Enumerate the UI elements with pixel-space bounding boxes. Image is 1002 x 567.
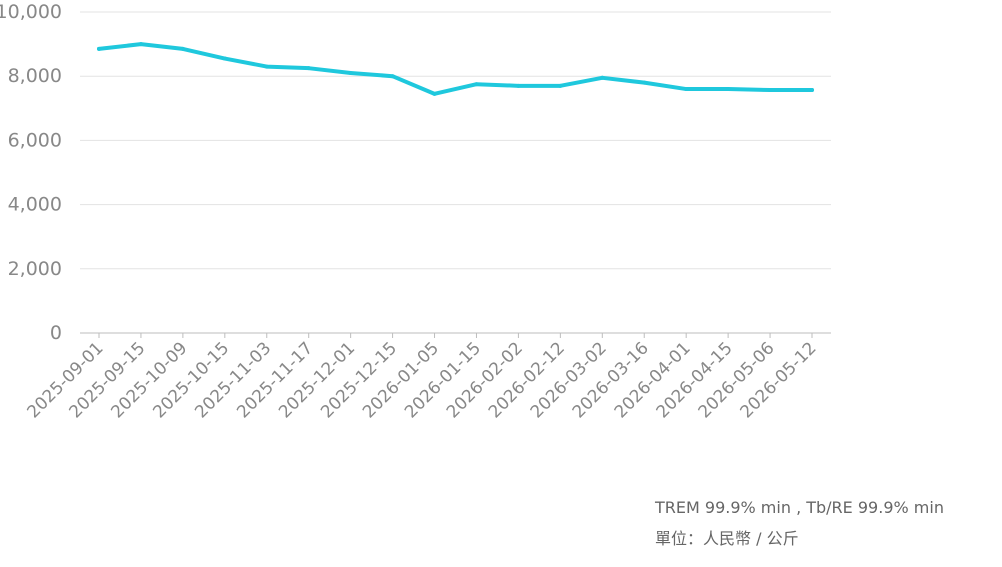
series-line [97, 42, 814, 96]
y-axis-ticks: 0 2,000 4,000 6,000 8,000 10,000 [0, 1, 62, 344]
data-point [264, 64, 269, 69]
data-point [768, 88, 773, 93]
data-point [432, 91, 437, 96]
data-point [684, 87, 689, 92]
data-point [180, 46, 185, 51]
data-point [138, 42, 143, 47]
data-point [642, 80, 647, 85]
data-point [726, 87, 731, 92]
data-point [97, 46, 101, 51]
data-point [474, 82, 479, 87]
x-axis-ticks: 2025-09-012025-09-152025-10-092025-10-15… [24, 333, 821, 422]
data-point [348, 70, 353, 75]
y-tick-label: 0 [50, 322, 62, 344]
data-point [390, 74, 395, 79]
data-point [222, 56, 227, 61]
data-point [810, 88, 814, 93]
series-group [97, 42, 814, 96]
data-point [600, 75, 605, 80]
y-tick-label: 2,000 [8, 258, 62, 280]
y-tick-label: 10,000 [0, 1, 62, 23]
gridlines [80, 11, 831, 334]
spec-note: TREM 99.9% min , Tb/RE 99.9% min [655, 498, 944, 517]
y-tick-label: 4,000 [8, 194, 62, 216]
y-tick-label: 6,000 [8, 129, 62, 151]
y-tick-label: 8,000 [8, 65, 62, 87]
unit-note: 單位：人民幣 / 公斤 [655, 529, 799, 548]
data-point [558, 83, 563, 88]
data-point [306, 66, 311, 71]
data-point [516, 83, 521, 88]
